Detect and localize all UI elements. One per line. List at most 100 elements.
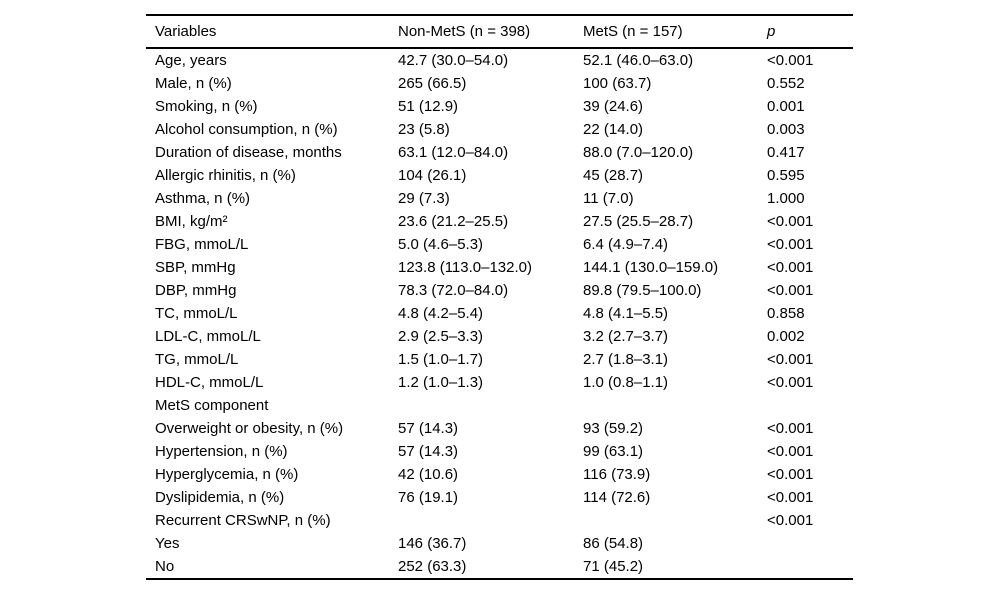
variable-cell: BMI, kg/m² [155,213,228,230]
variable-cell: Recurrent CRSwNP, n (%) [155,512,331,529]
non-mets-value-cell: 4.8 (4.2–5.4) [398,305,484,322]
table-row: Male, n (%) 265 (66.5) 100 (63.7) 0.552 [146,72,853,95]
mets-value-cell: 93 (59.2) [583,420,644,437]
p-value-cell: <0.001 [767,351,814,368]
table-row: Dyslipidemia, n (%) 76 (19.1) 114 (72.6)… [146,486,853,509]
table-row: No 252 (63.3) 71 (45.2) [146,555,853,579]
table-row: SBP, mmHg 123.8 (113.0–132.0) 144.1 (130… [146,256,853,279]
p-value-cell: 0.002 [767,328,805,345]
mets-value-cell: 100 (63.7) [583,75,652,92]
table-row: LDL-C, mmoL/L 2.9 (2.5–3.3) 3.2 (2.7–3.7… [146,325,853,348]
table-row: Yes 146 (36.7) 86 (54.8) [146,532,853,555]
non-mets-value-cell: 29 (7.3) [398,190,450,207]
non-mets-value-cell: 1.5 (1.0–1.7) [398,351,484,368]
table-row: Alcohol consumption, n (%) 23 (5.8) 22 (… [146,118,853,141]
mets-value-cell [583,394,767,417]
p-value-cell: <0.001 [767,213,814,230]
non-mets-value-cell: 252 (63.3) [398,558,467,575]
non-mets-value-cell: 63.1 (12.0–84.0) [398,144,509,161]
non-mets-value-cell: 42 (10.6) [398,466,459,483]
table-row: HDL-C, mmoL/L 1.2 (1.0–1.3) 1.0 (0.8–1.1… [146,371,853,394]
column-header-p-value: p [767,15,853,49]
variable-cell: LDL-C, mmoL/L [155,328,261,345]
p-value-cell: 0.552 [767,75,805,92]
table-row: TG, mmoL/L 1.5 (1.0–1.7) 2.7 (1.8–3.1) <… [146,348,853,371]
p-value-cell: <0.001 [767,259,814,276]
variable-cell: SBP, mmHg [155,259,236,276]
p-value-cell: <0.001 [767,52,814,69]
column-header-variables: Variables [146,15,398,49]
mets-value-cell: 39 (24.6) [583,98,644,115]
variable-cell: Allergic rhinitis, n (%) [155,167,296,184]
mets-value-cell: 88.0 (7.0–120.0) [583,144,694,161]
mets-value-cell: 1.0 (0.8–1.1) [583,374,669,391]
p-value-cell: 0.417 [767,144,805,161]
p-value-cell: 0.858 [767,305,805,322]
column-header-mets: MetS (n = 157) [583,15,767,49]
non-mets-value-cell: 76 (19.1) [398,489,459,506]
variable-cell: Asthma, n (%) [155,190,251,207]
variable-cell: No [155,558,175,575]
non-mets-value-cell: 123.8 (113.0–132.0) [398,259,532,276]
mets-value-cell [583,509,767,532]
column-header-non-mets: Non-MetS (n = 398) [398,15,583,49]
variable-cell: TG, mmoL/L [155,351,239,368]
mets-value-cell: 116 (73.9) [583,466,651,483]
p-value-cell: <0.001 [767,489,814,506]
non-mets-value-cell: 104 (26.1) [398,167,467,184]
table-row: Smoking, n (%) 51 (12.9) 39 (24.6) 0.001 [146,95,853,118]
non-mets-value-cell [398,394,583,417]
table-row: TC, mmoL/L 4.8 (4.2–5.4) 4.8 (4.1–5.5) 0… [146,302,853,325]
mets-value-cell: 114 (72.6) [583,489,651,506]
table-row: Duration of disease, months 63.1 (12.0–8… [146,141,853,164]
p-value-cell [767,394,853,417]
variable-cell: DBP, mmHg [155,282,237,299]
variable-cell: Overweight or obesity, n (%) [155,420,344,437]
variable-cell: HDL-C, mmoL/L [155,374,264,391]
p-value-cell: 0.003 [767,121,805,138]
table-row: Allergic rhinitis, n (%) 104 (26.1) 45 (… [146,164,853,187]
table-row: BMI, kg/m² 23.6 (21.2–25.5) 27.5 (25.5–2… [146,210,853,233]
table-row: DBP, mmHg 78.3 (72.0–84.0) 89.8 (79.5–10… [146,279,853,302]
mets-value-cell: 99 (63.1) [583,443,644,460]
non-mets-value-cell: 51 (12.9) [398,98,459,115]
p-value-cell: <0.001 [767,236,814,253]
non-mets-value-cell: 57 (14.3) [398,420,459,437]
p-value-cell: 0.001 [767,98,805,115]
mets-value-cell: 4.8 (4.1–5.5) [583,305,669,322]
non-mets-value-cell [398,509,583,532]
table-row: MetS component [146,394,853,417]
p-value-cell [767,532,853,555]
p-value-cell: <0.001 [767,420,814,437]
comparison-table: Variables Non-MetS (n = 398) MetS (n = 1… [146,14,853,580]
variable-cell: Male, n (%) [155,75,232,92]
non-mets-value-cell: 23 (5.8) [398,121,450,138]
non-mets-value-cell: 2.9 (2.5–3.3) [398,328,484,345]
variable-cell: Dyslipidemia, n (%) [155,489,285,506]
mets-value-cell: 86 (54.8) [583,535,644,552]
p-value-cell: 1.000 [767,190,805,207]
comparison-table-container: Variables Non-MetS (n = 398) MetS (n = 1… [146,14,853,580]
mets-value-cell: 45 (28.7) [583,167,644,184]
variable-cell: Hyperglycemia, n (%) [155,466,299,483]
mets-value-cell: 6.4 (4.9–7.4) [583,236,669,253]
mets-value-cell: 11 (7.0) [583,190,634,207]
variable-cell: Age, years [155,52,227,69]
table-row: Asthma, n (%) 29 (7.3) 11 (7.0) 1.000 [146,187,853,210]
table-row: Hyperglycemia, n (%) 42 (10.6) 116 (73.9… [146,463,853,486]
p-value-cell: <0.001 [767,512,814,529]
non-mets-value-cell: 57 (14.3) [398,443,459,460]
variable-cell: Duration of disease, months [155,144,342,161]
p-value-cell: 0.595 [767,167,805,184]
mets-value-cell: 22 (14.0) [583,121,644,138]
variable-cell: Hypertension, n (%) [155,443,288,460]
variable-cell: Yes [155,535,180,552]
mets-value-cell: 3.2 (2.7–3.7) [583,328,669,345]
mets-value-cell: 27.5 (25.5–28.7) [583,213,694,230]
variable-cell: MetS component [155,397,269,414]
mets-value-cell: 52.1 (46.0–63.0) [583,52,694,69]
p-value-cell: <0.001 [767,282,814,299]
p-value-cell: <0.001 [767,374,814,391]
table-row: FBG, mmoL/L 5.0 (4.6–5.3) 6.4 (4.9–7.4) … [146,233,853,256]
non-mets-value-cell: 265 (66.5) [398,75,467,92]
